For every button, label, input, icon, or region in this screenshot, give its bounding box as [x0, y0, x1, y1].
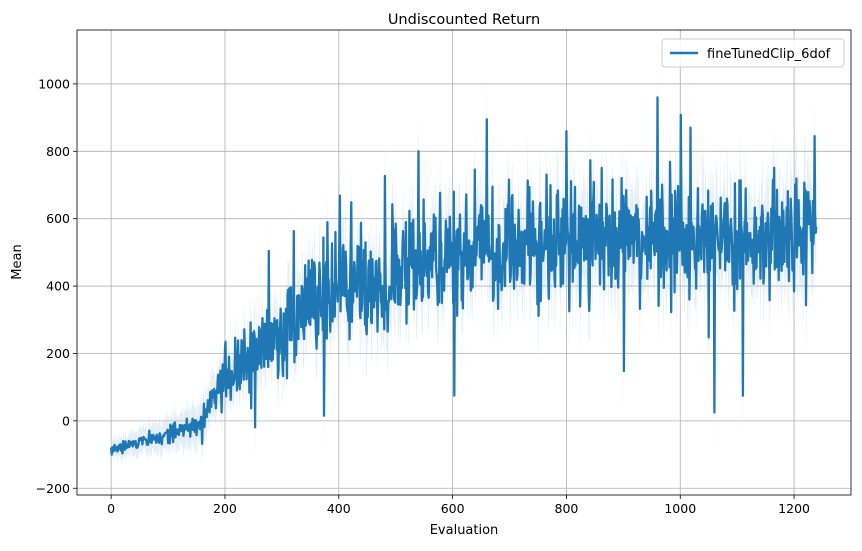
y-axis-label: Mean	[10, 244, 25, 279]
y-tick-label: 200	[46, 346, 70, 361]
y-tick-layer: −200 0 200 400 600 800 1000	[36, 76, 77, 496]
x-tick-label: 200	[213, 501, 237, 516]
axes-frame	[76, 29, 852, 496]
x-tick-label: 400	[327, 501, 351, 516]
legend-box	[661, 38, 845, 68]
legend: fineTunedClip_6dof	[661, 38, 845, 68]
series-line-fineTunedClip_6dof	[109, 96, 818, 456]
y-tick-label: 400	[46, 279, 70, 294]
x-tick-label: 1000	[664, 501, 696, 516]
legend-label: fineTunedClip_6dof	[707, 47, 831, 62]
y-tick-label: 1000	[38, 76, 70, 91]
chart-title: Undiscounted Return	[388, 12, 540, 28]
x-tick-label: 1200	[778, 501, 810, 516]
series-line-layer	[109, 96, 818, 456]
y-tick-label: 0	[62, 413, 70, 428]
x-tick-label: 0	[107, 501, 115, 516]
y-tick-label: −200	[36, 481, 70, 496]
y-tick-label: 800	[46, 144, 70, 159]
x-tick-label: 800	[555, 501, 579, 516]
y-tick-label: 600	[46, 211, 70, 226]
x-axis-label: Evaluation	[430, 523, 499, 538]
x-tick-label: 600	[441, 501, 465, 516]
x-tick-layer: 0 200 400 600 800 1000 1200	[107, 495, 810, 516]
